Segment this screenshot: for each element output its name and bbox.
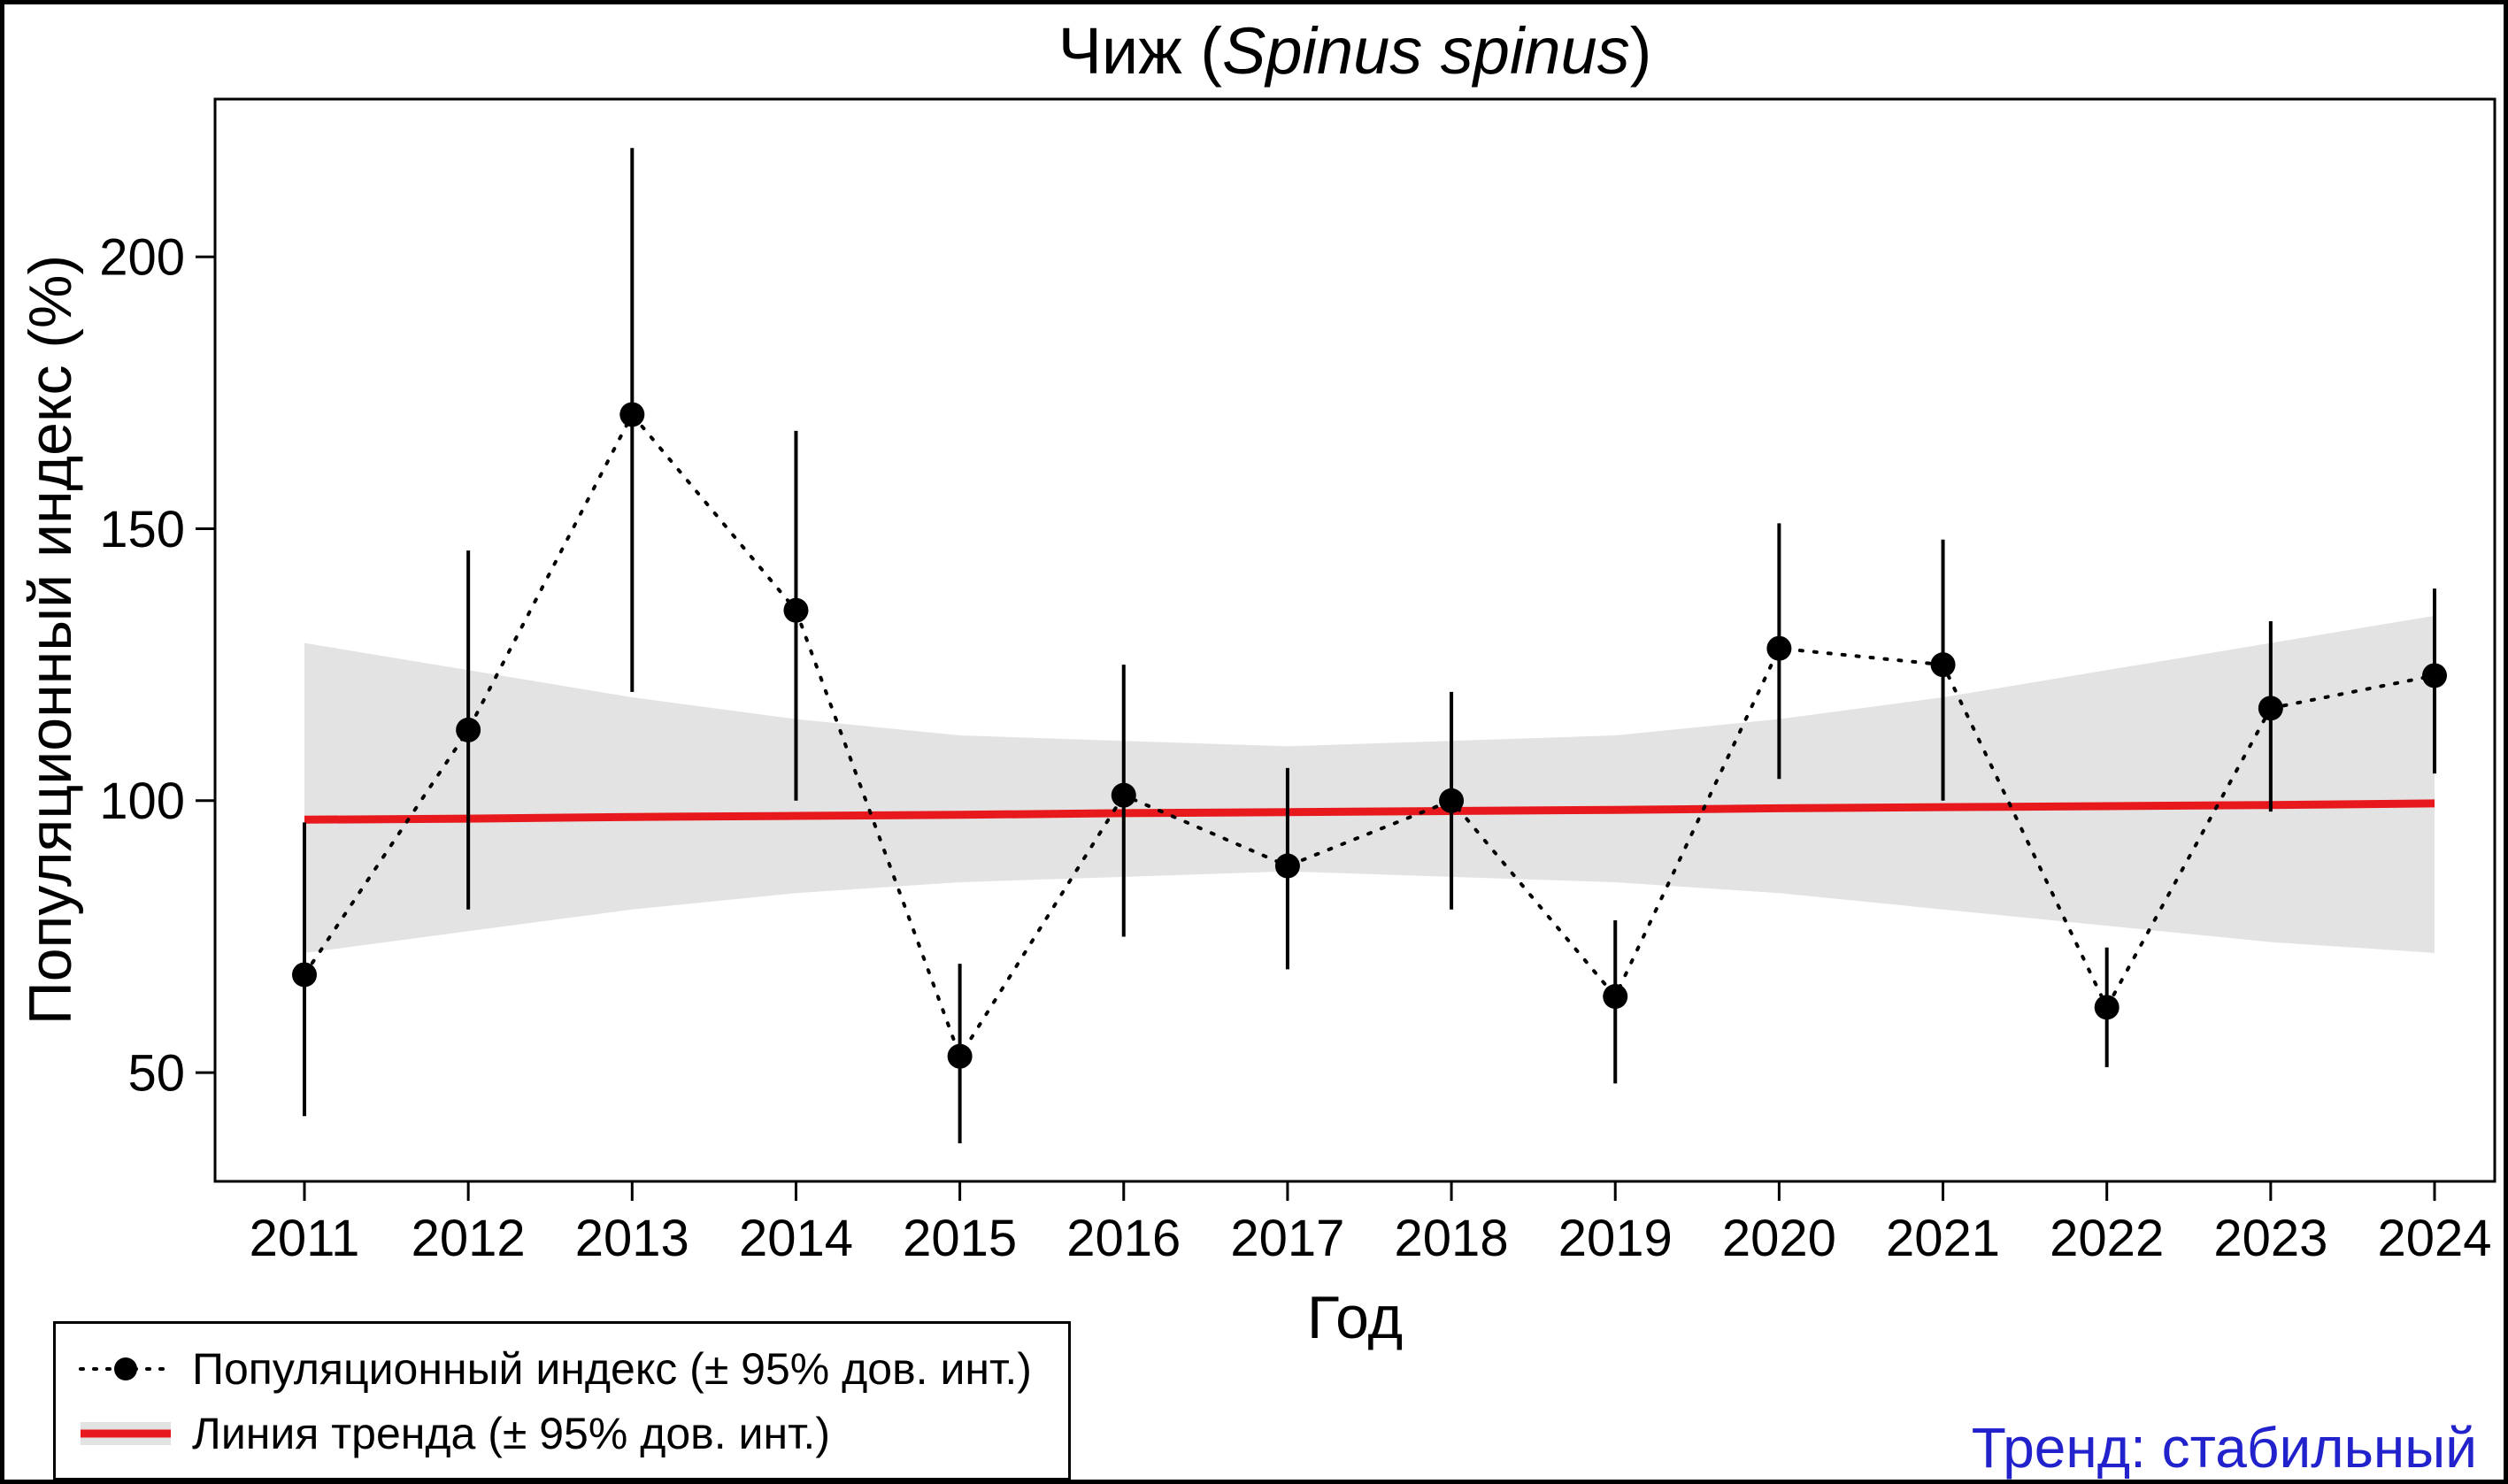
x-tick-label: 2017 xyxy=(1230,1210,1344,1267)
legend-box: Популяционный индекс (± 95% дов. инт.) Л… xyxy=(53,1321,1071,1480)
y-axis-label: Популяционный индекс (%) xyxy=(17,254,84,1026)
plot-svg: 2011 2012 2013 2014 2015 2016 2017 2018 2019 2020… xyxy=(99,97,2496,1267)
data-point xyxy=(619,402,645,427)
chart-title-suffix: ) xyxy=(1629,14,1652,88)
data-point xyxy=(947,1043,973,1069)
x-tick-label: 2019 xyxy=(1558,1210,1673,1267)
x-tick-label: 2024 xyxy=(2377,1210,2491,1267)
data-point xyxy=(1603,984,1628,1010)
legend-item-index: Популяционный индекс (± 95% дов. инт.) xyxy=(77,1343,1047,1395)
x-tick-label: 2020 xyxy=(1722,1210,1836,1267)
data-point xyxy=(2258,696,2283,721)
data-point xyxy=(292,962,317,988)
data-point xyxy=(456,717,481,742)
x-tick-label: 2013 xyxy=(575,1210,689,1267)
data-point xyxy=(1274,853,1300,879)
x-tick-label: 2014 xyxy=(739,1210,853,1267)
data-point xyxy=(2422,663,2447,688)
legend-item-trend-label: Линия тренда (± 95% дов. инт.) xyxy=(192,1408,830,1458)
x-tick-label: 2011 xyxy=(250,1210,360,1267)
y-tick-label: 200 xyxy=(99,229,185,287)
trend-status-annotation: Тренд: стабильный xyxy=(1971,1416,2477,1480)
dotted-line-point-marker-icon xyxy=(79,1357,173,1380)
trend-line xyxy=(304,799,2435,824)
x-tick-label: 2016 xyxy=(1066,1210,1181,1267)
data-point xyxy=(1766,635,1792,661)
x-tick-label: 2021 xyxy=(1886,1210,2000,1267)
y-tick-label: 150 xyxy=(99,501,185,558)
chart-title-prefix: Чиж ( xyxy=(1058,14,1222,88)
y-tick-label: 50 xyxy=(127,1044,185,1102)
chart-title-species: Spinus spinus xyxy=(1221,14,1630,88)
chart-title: Чиж (Spinus spinus) xyxy=(215,13,2495,88)
x-axis-label: Год xyxy=(1306,1284,1404,1351)
legend-item-index-label: Популяционный индекс (± 95% дов. инт.) xyxy=(192,1343,1032,1394)
data-point xyxy=(2094,995,2119,1020)
index-line xyxy=(303,411,2436,1061)
y-tick-label: 100 xyxy=(99,773,185,830)
x-tick-label: 2023 xyxy=(2213,1210,2327,1267)
x-tick-label: 2022 xyxy=(2050,1210,2164,1267)
x-tick-label: 2012 xyxy=(412,1210,526,1267)
trend-line-marker-icon xyxy=(81,1421,171,1445)
confidence-band xyxy=(304,615,2435,953)
plot-frame xyxy=(213,97,2496,1183)
data-point xyxy=(783,597,809,623)
legend-item-trend: Линия тренда (± 95% дов. инт.) xyxy=(77,1408,1047,1459)
x-tick-label: 2018 xyxy=(1395,1210,1509,1267)
data-point xyxy=(1439,788,1465,813)
data-point xyxy=(1111,782,1136,808)
x-tick-label: 2015 xyxy=(903,1210,1017,1267)
data-point xyxy=(1930,652,1956,678)
